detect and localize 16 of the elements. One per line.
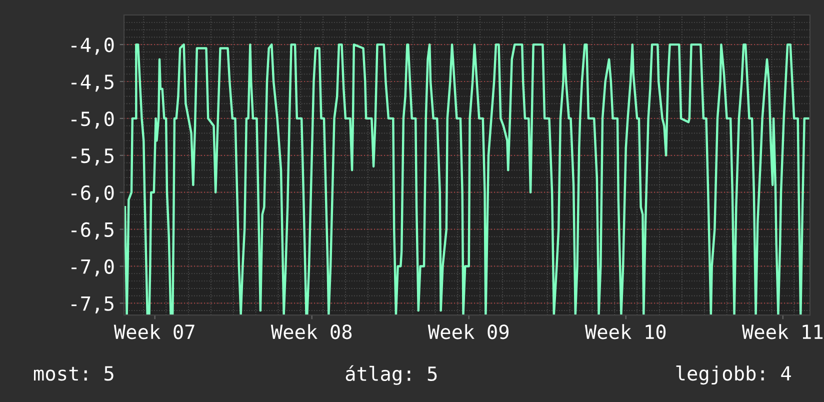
x-tick-label: Week 09: [428, 324, 509, 340]
y-tick-label: -4,5: [72, 74, 114, 92]
text: legjobb: 4: [676, 366, 791, 385]
x-tick-label: Week 11: [742, 324, 823, 340]
text: most: 5: [34, 366, 114, 381]
y-tick-label: -5,0: [72, 111, 114, 129]
y-tick-label: -4,0: [72, 38, 114, 55]
x-tick-label: Week 10: [584, 324, 666, 340]
y-tick-label: -6,0: [72, 185, 114, 203]
y-tick-label: -7,0: [72, 259, 114, 276]
x-tick-label: Week 08: [270, 324, 352, 340]
y-tick-label: -7,5: [72, 296, 114, 314]
y-tick-label: -6,5: [72, 222, 114, 240]
x-tick-label: Week 07: [114, 324, 194, 340]
y-tick-label: -5,5: [72, 148, 114, 166]
text: átlag: 5: [346, 365, 437, 385]
